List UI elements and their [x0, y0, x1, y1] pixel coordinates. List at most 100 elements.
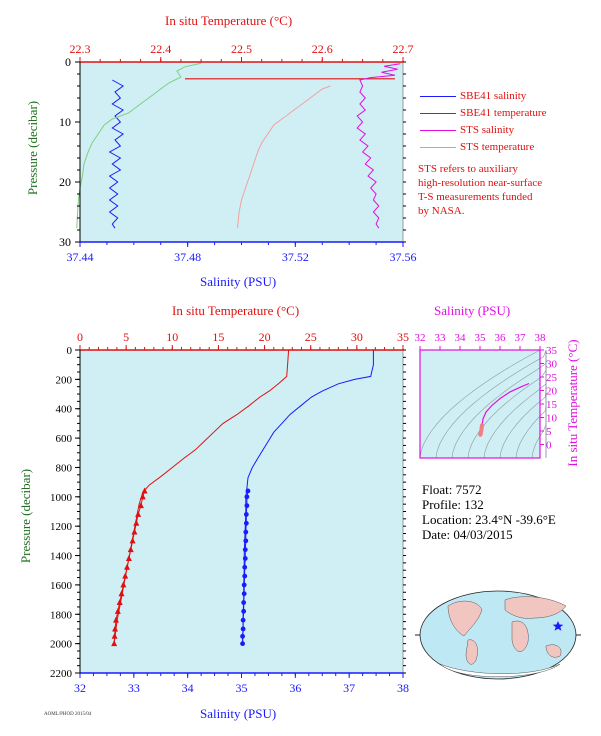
full-profile-left-tick-label: 200	[56, 374, 73, 386]
full-profile-left-tick-label: 1600	[50, 580, 73, 592]
ts-right-tick-label: 20	[546, 386, 558, 398]
ts-top-tick-label: 35	[475, 332, 487, 344]
ts-top-tick-label: 36	[495, 332, 507, 344]
top-panel-left-axis-title: Pressure (decibar)	[25, 100, 40, 196]
date: Date: 04/03/2015	[422, 527, 513, 542]
near-surface-series-4	[76, 62, 202, 229]
legend-swatch	[420, 96, 456, 97]
near-surface-top-tick-label: 22.7	[393, 42, 414, 56]
full-profile-top-tick-label: 10	[166, 330, 178, 344]
legend-swatch	[420, 130, 456, 131]
full-profile-marker-line-4	[242, 490, 249, 644]
full-profile-left-tick-label: 400	[56, 404, 73, 416]
ts-right-tick-label: 10	[546, 413, 558, 425]
full-profile-bottom-tick-label: 35	[236, 681, 248, 695]
full-profile-left-tick-label: 2200	[50, 668, 73, 680]
main-panel-bottom-axis-title: Salinity (PSU)	[200, 706, 277, 721]
full-profile-left-tick-label: 1800	[50, 609, 73, 621]
ts-density-contour	[419, 349, 541, 459]
legend-swatch	[420, 113, 456, 114]
near-surface-top-tick-label: 22.3	[70, 42, 91, 56]
top-panel-top-axis-title: In situ Temperature (°C)	[165, 13, 293, 28]
full-profile-marker-line-3	[113, 490, 146, 644]
location: Location: 23.4°N -39.6°E	[422, 512, 556, 527]
ts-density-contour	[435, 349, 547, 459]
legend-label: STS salinity	[460, 124, 515, 136]
near-surface-left-tick-label: 30	[59, 235, 71, 249]
legend-label: SBE41 temperature	[460, 107, 547, 119]
world-map-landmass	[465, 639, 478, 665]
ts-right-tick-label: 15	[546, 399, 558, 411]
footer-code: AOML/PHOD 2015/04	[44, 712, 92, 717]
near-surface-plot-area	[79, 61, 404, 243]
legend-label: SBE41 salinity	[460, 90, 527, 102]
full-profile-left-tick-label: 2000	[50, 639, 73, 651]
ts-panel-right-axis-title: In situ Temperature (°C)	[565, 339, 580, 467]
full-profile-bottom-tick-label: 32	[74, 681, 86, 695]
profile-number: Profile: 132	[422, 497, 484, 512]
top-panel-bottom-axis-title: Salinity (PSU)	[200, 274, 277, 289]
world-map-landmass	[447, 600, 483, 637]
full-profile-bottom-tick-label: 33	[128, 681, 140, 695]
sts-note-line: T-S measurements funded	[418, 191, 533, 203]
temperature-marker	[141, 487, 148, 494]
ts-point	[478, 432, 483, 437]
legend-label: STS temperature	[460, 141, 535, 153]
full-profile-left-tick-label: 800	[56, 462, 73, 474]
main-panel-top-axis-title: In situ Temperature (°C)	[172, 303, 300, 318]
ts-right-tick-label: 35	[546, 345, 558, 357]
full-profile-left-tick-label: 1400	[50, 551, 73, 563]
float-info: Float: 7572 Profile: 132 Location: 23.4°…	[422, 482, 556, 542]
near-surface-bottom-tick-label: 37.56	[390, 250, 417, 264]
near-surface-bottom-tick-label: 37.52	[282, 250, 309, 264]
ts-top-tick-label: 33	[435, 332, 447, 344]
near-surface-series-1	[108, 79, 125, 229]
sts-note-line: by NASA.	[418, 205, 465, 217]
ts-top-tick-label: 32	[415, 332, 426, 344]
world-map-landmass	[504, 596, 567, 619]
near-surface-bottom-tick-label: 37.44	[67, 250, 94, 264]
ts-right-tick-label: 25	[546, 372, 558, 384]
sts-note: STS refers to auxiliary high-resolution …	[418, 162, 542, 218]
float-id: Float: 7572	[422, 482, 482, 497]
ts-right-tick-label: 30	[546, 359, 558, 371]
ts-top-tick-label: 38	[535, 332, 547, 344]
near-surface-left-tick-label: 20	[59, 175, 71, 189]
near-surface-left-tick-label: 10	[59, 115, 71, 129]
float-location-star	[552, 621, 564, 631]
near-surface-bottom-tick-label: 37.48	[174, 250, 201, 264]
full-profile-bottom-tick-label: 37	[343, 681, 355, 695]
near-surface-top-tick-label: 22.5	[231, 42, 252, 56]
ts-right-tick-label: 5	[546, 426, 552, 438]
ts-right-tick-label: 0	[546, 440, 552, 452]
full-profile-bottom-tick-label: 34	[182, 681, 194, 695]
full-profile-left-tick-label: 1000	[50, 492, 73, 504]
main-panel-left-axis-title: Pressure (decibar)	[18, 468, 33, 564]
near-surface-top-tick-label: 22.4	[150, 42, 171, 56]
full-profile-left-tick-label: 1200	[50, 521, 73, 533]
near-surface-series-3	[356, 63, 401, 229]
full-profile-top-tick-label: 15	[212, 330, 224, 344]
salinity-marker	[240, 641, 245, 647]
world-map-landmass	[511, 620, 529, 652]
full-profile-top-tick-label: 35	[397, 330, 409, 344]
full-profile-left-tick-label: 0	[67, 345, 73, 357]
ts-panel-top-axis-title: Salinity (PSU)	[434, 303, 511, 318]
world-map-landmass	[545, 644, 562, 658]
near-surface-series-5	[237, 85, 331, 229]
sts-note-line: STS refers to auxiliary	[418, 163, 518, 175]
ts-top-tick-label: 34	[455, 332, 467, 344]
full-profile-plot-area	[79, 349, 404, 674]
near-surface-top-tick-label: 22.6	[312, 42, 333, 56]
ts-plot-area	[419, 349, 541, 459]
full-profile-top-tick-label: 5	[123, 330, 129, 344]
legend-swatch	[420, 147, 456, 148]
full-profile-left-tick-label: 600	[56, 433, 73, 445]
world-map-landmass	[439, 663, 561, 677]
near-surface-left-tick-label: 0	[65, 55, 71, 69]
full-profile-top-tick-label: 30	[351, 330, 363, 344]
ts-top-tick-label: 37	[515, 332, 527, 344]
full-profile-top-tick-label: 20	[259, 330, 271, 344]
